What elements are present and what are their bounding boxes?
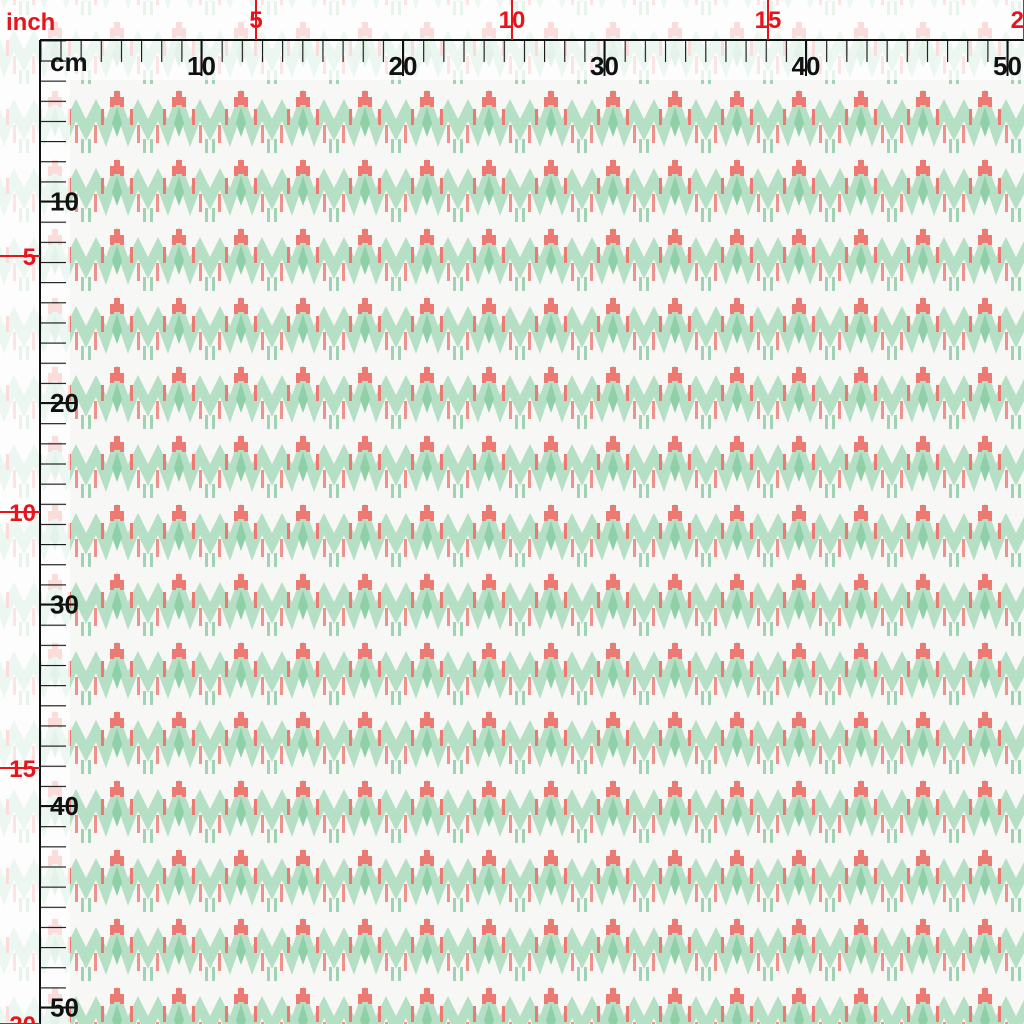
cm-label: 50 bbox=[50, 993, 79, 1023]
left-minor-ticks bbox=[40, 40, 68, 1024]
inch-label: 5 bbox=[249, 7, 262, 34]
cm-label: 20 bbox=[389, 51, 418, 81]
inch-label: 15 bbox=[9, 756, 36, 783]
cm-label: 20 bbox=[50, 388, 79, 418]
inch-label: 20 bbox=[9, 1012, 36, 1024]
inch-label: 15 bbox=[755, 7, 782, 34]
top-minor-ticks bbox=[40, 40, 1024, 64]
cm-unit-label: cm bbox=[50, 47, 88, 77]
cm-label: 30 bbox=[50, 590, 79, 620]
inch-label: 10 bbox=[9, 500, 36, 527]
inch-label: 10 bbox=[499, 7, 526, 34]
inch-label: 20 bbox=[1011, 7, 1024, 34]
cm-label: 50 bbox=[993, 51, 1022, 81]
inch-unit-label: inch bbox=[6, 9, 55, 36]
inch-label: 5 bbox=[23, 244, 36, 271]
cm-label: 30 bbox=[590, 51, 619, 81]
cm-label: 40 bbox=[50, 791, 79, 821]
cm-label: 10 bbox=[187, 51, 216, 81]
cm-label: 10 bbox=[50, 187, 79, 217]
cm-label: 40 bbox=[792, 51, 821, 81]
